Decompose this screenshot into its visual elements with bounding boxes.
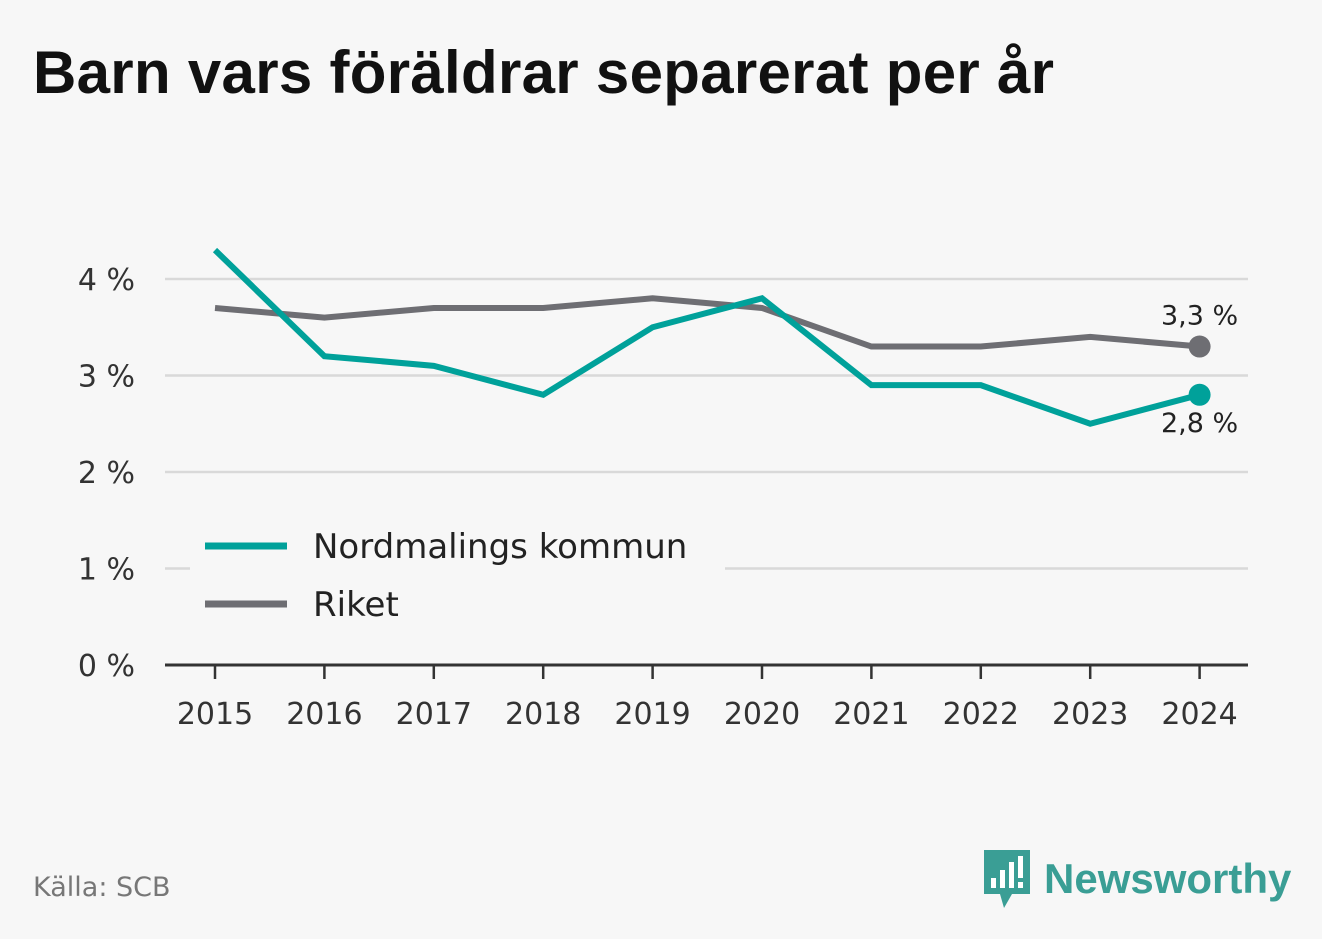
x-tick-label: 2022 (943, 697, 1019, 732)
legend-label: Riket (313, 585, 399, 625)
y-tick-label: 4 % (78, 263, 135, 298)
x-tick-label: 2015 (177, 697, 253, 732)
legend: Nordmalings kommun Riket (205, 527, 687, 625)
line-chart: 0 % 1 % 2 % 3 % 4 % 2015 2016 2017 2018 2019 2020… (78, 247, 1248, 732)
series-lines (212, 247, 1211, 427)
end-value-label: 3,3 % (1161, 301, 1238, 332)
legend-box (190, 520, 725, 640)
legend-background (190, 520, 725, 640)
x-tick-label: 2020 (724, 697, 800, 732)
x-tick-label: 2016 (286, 697, 362, 732)
chart-title: Barn vars föräldrar separerat per år (33, 39, 1055, 106)
newsworthy-logo: Newsworthy (982, 848, 1291, 910)
end-point (1188, 335, 1211, 358)
brand-name: Newsworthy (1044, 855, 1292, 902)
x-tick-label: 2018 (505, 697, 581, 732)
x-axis: 2015 2016 2017 2018 2019 2020 2021 2022 2023 2024 (165, 663, 1248, 732)
y-tick-label: 0 % (78, 649, 135, 684)
y-tick-label: 1 % (78, 553, 135, 588)
series-line (212, 247, 1201, 427)
y-tick-label: 3 % (78, 360, 135, 395)
end-point (1188, 383, 1211, 406)
end-labels: 2,8 % 3,3 % (1161, 301, 1238, 439)
y-tick-label: 2 % (78, 456, 135, 491)
x-tick-label: 2024 (1161, 697, 1237, 732)
x-tick-label: 2023 (1052, 697, 1128, 732)
source-note: Källa: SCB (33, 872, 171, 903)
x-tick-label: 2019 (614, 697, 690, 732)
series-line (214, 295, 1200, 350)
end-value-label: 2,8 % (1161, 408, 1238, 439)
x-tick-label: 2017 (396, 697, 472, 732)
legend-label: Nordmalings kommun (313, 527, 687, 567)
newsworthy-logo-icon (984, 850, 1030, 908)
y-axis-ticks: 0 % 1 % 2 % 3 % 4 % (78, 263, 135, 684)
x-tick-label: 2021 (833, 697, 909, 732)
